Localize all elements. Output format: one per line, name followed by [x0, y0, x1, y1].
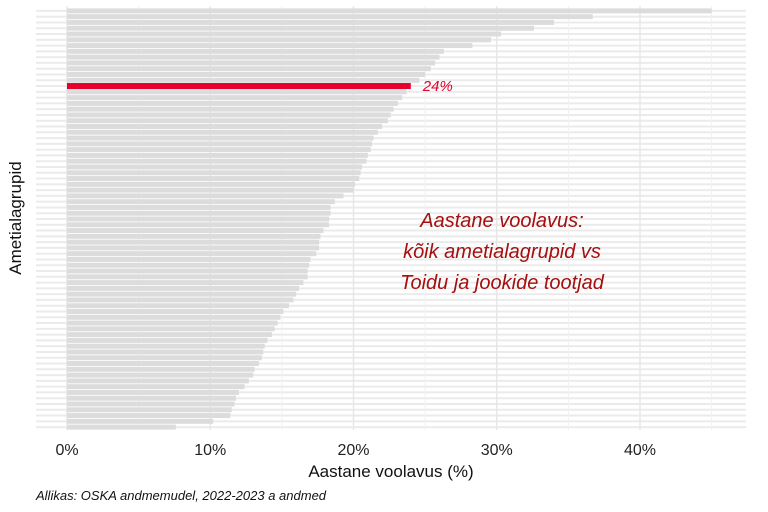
highlight-bar [67, 83, 411, 90]
x-tick-label: 0% [55, 442, 78, 459]
x-axis-ticks: 0% 10% 20% 30% 40% [55, 442, 656, 459]
bar [67, 216, 330, 222]
highlight-value-label: 24% [422, 78, 453, 95]
bar [67, 320, 278, 326]
bar [67, 366, 255, 372]
bar [67, 176, 360, 182]
x-tick-label: 10% [194, 442, 226, 459]
bar [67, 418, 214, 424]
bar [67, 66, 431, 72]
bar [67, 170, 361, 176]
bar [67, 309, 284, 314]
bar [67, 314, 281, 320]
bar [67, 158, 367, 164]
bar [67, 199, 335, 205]
bar [67, 129, 378, 135]
bar [67, 303, 290, 309]
bar [67, 233, 321, 239]
bar [67, 54, 440, 60]
source-caption: Allikas: OSKA andmemudel, 2022-2023 a an… [35, 488, 327, 503]
bar [67, 210, 331, 216]
bar [67, 100, 398, 106]
bar [67, 135, 374, 141]
bar [67, 401, 235, 407]
bar [67, 268, 308, 274]
bar [67, 285, 300, 291]
annotation-line-1: Aastane voolavus: [419, 210, 583, 232]
bar [67, 332, 272, 338]
bar [67, 326, 275, 332]
bar [67, 245, 320, 251]
bar [67, 222, 330, 228]
bar [67, 95, 403, 101]
bar [67, 112, 391, 118]
bar [67, 48, 444, 54]
bar [67, 25, 534, 31]
bar [67, 181, 355, 187]
bar [67, 141, 373, 147]
bar [67, 8, 712, 14]
bar [67, 395, 237, 401]
bar [67, 204, 331, 210]
annotation-line-2: kõik ametialagrupid vs [403, 241, 601, 263]
bar [67, 424, 176, 430]
bar [67, 118, 388, 124]
bar [67, 71, 426, 77]
bar [67, 384, 245, 390]
bar [67, 407, 232, 413]
bar [67, 14, 593, 20]
bar [67, 89, 407, 95]
bar [67, 256, 311, 262]
bar [67, 262, 310, 268]
bar [67, 251, 317, 257]
bar [67, 124, 383, 129]
bar [67, 77, 420, 83]
bar [67, 164, 363, 170]
y-axis-title: Ametialagrupid [6, 161, 25, 274]
bar [67, 147, 371, 153]
bar [67, 19, 555, 25]
bar [67, 337, 268, 343]
bars [67, 8, 712, 430]
bar [67, 343, 265, 349]
bar [67, 291, 297, 297]
x-axis-title: Aastane voolavus (%) [308, 462, 473, 481]
x-tick-label: 30% [481, 442, 513, 459]
bar [67, 372, 254, 378]
annotation-line-3: Toidu ja jookide tootjad [400, 272, 605, 294]
bar [67, 355, 262, 361]
bar [67, 37, 492, 43]
bar [67, 106, 394, 112]
bar [67, 413, 231, 419]
bar [67, 280, 304, 286]
bar [67, 349, 264, 355]
bar [67, 228, 324, 234]
x-tick-label: 20% [337, 442, 369, 459]
bar [67, 193, 344, 199]
bar [67, 152, 368, 158]
bar [67, 31, 502, 37]
bar [67, 60, 436, 66]
x-tick-label: 40% [624, 442, 656, 459]
bar [67, 274, 308, 280]
bar [67, 389, 239, 395]
bar [67, 43, 473, 49]
bar [67, 187, 354, 193]
bar [67, 297, 294, 303]
bar [67, 378, 249, 384]
bar [67, 239, 320, 245]
bar [67, 361, 259, 367]
